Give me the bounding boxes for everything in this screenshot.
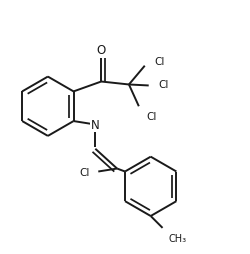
Text: CH₃: CH₃ xyxy=(168,234,186,244)
Text: Cl: Cl xyxy=(147,112,157,122)
Text: O: O xyxy=(96,44,106,57)
Text: Cl: Cl xyxy=(79,168,90,179)
Text: Cl: Cl xyxy=(155,57,165,67)
Text: Cl: Cl xyxy=(158,81,169,90)
Text: N: N xyxy=(91,119,100,132)
